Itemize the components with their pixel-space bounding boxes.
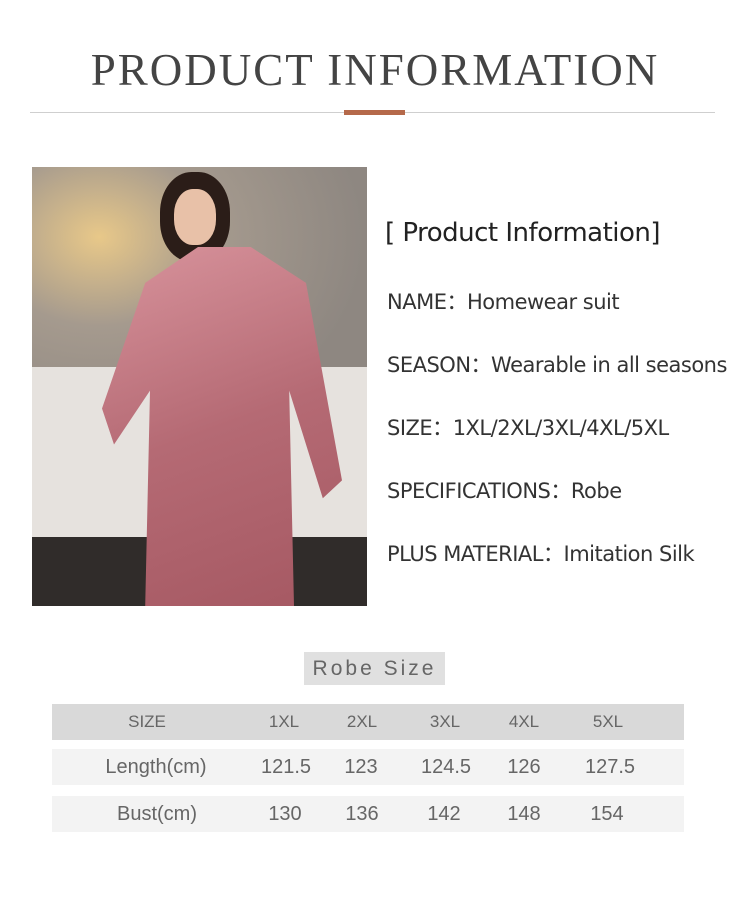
info-item-season: SEASON：Wearable in all seasons: [387, 349, 727, 379]
table-row: Bust(cm) 130 136 142 148 154: [52, 796, 684, 832]
table-cell: 154: [590, 803, 624, 825]
page-title: PRODUCT INFORMATION: [90, 45, 660, 95]
item-value: Robe: [570, 479, 622, 503]
info-item-specifications: SPECIFICATIONS：Robe: [387, 475, 622, 505]
info-item-name: NAME：Homewear suit: [387, 286, 620, 316]
item-label: SPECIFICATIONS：: [387, 479, 571, 503]
size-table-header: SIZE 1XL 2XL 3XL 4XL 5XL: [52, 704, 684, 740]
item-label: SEASON：: [387, 353, 492, 377]
table-cell: Bust(cm): [117, 803, 197, 825]
table-cell: 126: [507, 756, 541, 778]
table-cell: 130: [268, 803, 302, 825]
header-cell: 3XL: [429, 712, 461, 731]
header-cell: 2XL: [346, 712, 378, 731]
divider-accent: [344, 110, 405, 115]
size-table-title: Robe Size: [304, 652, 445, 685]
table-cell: 136: [345, 803, 379, 825]
item-value: Wearable in all seasons: [491, 353, 727, 377]
table-cell: 121.5: [260, 756, 312, 778]
model-face: [174, 189, 216, 245]
table-cell: 142: [427, 803, 461, 825]
info-heading: [ Product Information]: [385, 218, 661, 248]
table-cell: Length(cm): [105, 756, 207, 778]
header-cell: SIZE: [128, 712, 166, 731]
table-cell: 124.5: [420, 756, 472, 778]
table-cell: 123: [344, 756, 378, 778]
header-cell: 1XL: [268, 712, 300, 731]
product-photo: [32, 167, 367, 606]
item-value: Imitation Silk: [563, 542, 695, 566]
header-cell: 4XL: [508, 712, 540, 731]
item-label: NAME：: [387, 290, 467, 314]
item-label: PLUS MATERIAL：: [387, 542, 564, 566]
table-cell: 127.5: [584, 756, 636, 778]
info-block: [ Product Information]: [385, 218, 661, 248]
info-item-material: PLUS MATERIAL：Imitation Silk: [387, 538, 695, 568]
item-label: SIZE：: [387, 416, 453, 440]
header-cell: 5XL: [592, 712, 624, 731]
info-item-size: SIZE：1XL/2XL/3XL/4XL/5XL: [387, 412, 669, 442]
item-value: Homewear suit: [466, 290, 620, 314]
item-value: 1XL/2XL/3XL/4XL/5XL: [452, 416, 670, 440]
table-cell: 148: [507, 803, 541, 825]
table-row: Length(cm) 121.5 123 124.5 126 127.5: [52, 749, 684, 785]
